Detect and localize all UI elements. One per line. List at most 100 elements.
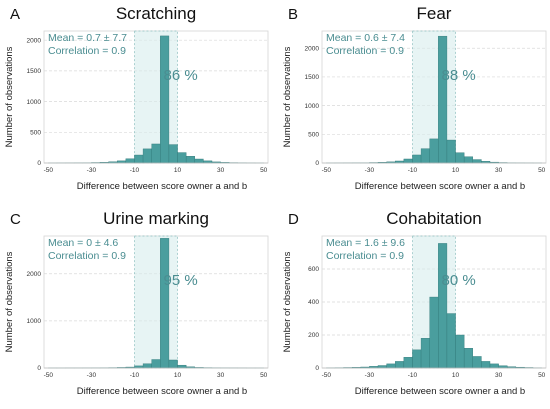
x-tick-label: 30 (217, 167, 225, 174)
y-tick-label: 1000 (27, 99, 42, 106)
panel-b: B Fear 0 500 1000 1500 2000 -50 -30 -10 10 30 50 Diff… (278, 0, 550, 204)
x-tick-label: 50 (538, 372, 546, 379)
histogram-bar (142, 148, 152, 164)
mean-annotation: Mean = 0.6 ± 7.4 (326, 32, 405, 44)
x-axis-label: Difference between score owner a and b (355, 386, 525, 397)
histogram-bar (142, 363, 152, 369)
histogram-bar (125, 158, 135, 164)
y-tick-label: 2000 (305, 45, 320, 52)
x-tick-label: -10 (130, 372, 140, 379)
mean-annotation: Mean = 1.6 ± 9.6 (326, 237, 405, 249)
histogram-bar (194, 158, 204, 164)
x-tick-label: 30 (495, 372, 503, 379)
histogram-bar (160, 238, 170, 369)
panel-letter: D (288, 211, 299, 228)
y-tick-label: 0 (315, 160, 319, 167)
histogram-bar (420, 338, 430, 369)
x-tick-label: 50 (538, 167, 546, 174)
histogram-bar (134, 154, 144, 164)
panel-d: D Cohabitation 0 200 400 600 -50 -30 -10 10 30 50 Di… (278, 205, 550, 409)
histogram-bar (151, 359, 161, 369)
mean-annotation: Mean = 0.7 ± 7.7 (48, 32, 127, 44)
percentage-label: 95 % (164, 272, 198, 289)
chart-title: Cohabitation (386, 209, 481, 228)
histogram-bar (177, 364, 187, 369)
histogram-bar (151, 143, 161, 164)
histogram-bar (412, 154, 422, 164)
y-tick-label: 1500 (305, 74, 320, 81)
chart-title: Scratching (116, 4, 196, 23)
histogram-bar (395, 361, 405, 369)
y-tick-label: 600 (308, 266, 319, 273)
y-axis-label: Number of observations (4, 46, 15, 147)
x-tick-label: -10 (408, 372, 418, 379)
histogram-bar (429, 296, 439, 369)
panel-c: C Urine marking 0 1000 2000 -50 -30 -10 10 30 50 Di… (0, 205, 275, 409)
histogram-bar (463, 347, 473, 369)
histogram-bar (168, 359, 178, 369)
y-tick-label: 2000 (27, 37, 42, 44)
correlation-annotation: Correlation = 0.9 (48, 250, 126, 262)
histogram-bar (438, 35, 448, 164)
chart-title: Urine marking (103, 209, 209, 228)
histogram-bar (463, 156, 473, 164)
y-axis-label: Number of observations (4, 251, 15, 352)
x-tick-label: -50 (322, 167, 332, 174)
chart-title: Fear (417, 4, 452, 23)
mean-annotation: Mean = 0 ± 4.6 (48, 237, 118, 249)
y-tick-label: 500 (30, 130, 41, 137)
y-axis-label: Number of observations (282, 46, 293, 147)
correlation-annotation: Correlation = 0.9 (48, 45, 126, 57)
histogram-bar (403, 158, 413, 164)
histogram-c: C Urine marking 0 1000 2000 -50 -30 -10 10 30 50 Di… (4, 209, 269, 397)
histogram-bar (481, 361, 491, 369)
histogram-b: B Fear 0 500 1000 1500 2000 -50 -30 -10 10 30 50 Diff… (282, 4, 547, 192)
x-tick-label: 50 (260, 372, 268, 379)
agreement-band (134, 235, 178, 369)
x-tick-label: 10 (452, 372, 460, 379)
histogram-d: D Cohabitation 0 200 400 600 -50 -30 -10 10 30 50 Di… (282, 209, 547, 397)
y-axis-label: Number of observations (282, 251, 293, 352)
histogram-bar (446, 139, 456, 164)
x-tick-label: -50 (322, 372, 332, 379)
panel-letter: A (10, 6, 20, 23)
x-tick-label: 10 (174, 372, 182, 379)
x-tick-label: -30 (365, 372, 375, 379)
histogram-bar (472, 159, 482, 164)
x-tick-label: -50 (44, 167, 54, 174)
histogram-bar (455, 152, 465, 164)
histogram-bar (160, 35, 170, 164)
histogram-bar (420, 148, 430, 164)
percentage-label: 88 % (442, 67, 476, 84)
y-tick-label: 0 (315, 365, 319, 372)
y-tick-label: 1000 (305, 103, 320, 110)
histogram-bar (185, 156, 195, 164)
panel-letter: B (288, 6, 298, 23)
x-tick-label: -30 (87, 167, 97, 174)
x-tick-label: -10 (130, 167, 140, 174)
histogram-bar (177, 152, 187, 164)
y-tick-label: 500 (308, 132, 319, 139)
histogram-bar (455, 334, 465, 369)
agreement-band (134, 30, 178, 164)
y-tick-label: 2000 (27, 271, 42, 278)
histogram-bar (386, 363, 396, 369)
percentage-label: 80 % (442, 272, 476, 289)
x-tick-label: 10 (452, 167, 460, 174)
histogram-bar (472, 356, 482, 369)
y-tick-label: 0 (37, 365, 41, 372)
histogram-bar (489, 363, 499, 369)
x-tick-label: -30 (365, 167, 375, 174)
panel-a: A Scratching 0 500 1000 1500 2000 -50 -30 -10 10 30… (0, 0, 275, 204)
y-tick-label: 0 (37, 160, 41, 167)
x-axis-label: Difference between score owner a and b (355, 181, 525, 192)
y-tick-label: 200 (308, 332, 319, 339)
histogram-bar (446, 313, 456, 369)
y-tick-label: 1500 (27, 68, 42, 75)
panel-letter: C (10, 211, 21, 228)
correlation-annotation: Correlation = 0.9 (326, 250, 404, 262)
x-tick-label: 30 (217, 372, 225, 379)
x-axis-label: Difference between score owner a and b (77, 386, 247, 397)
x-tick-label: 10 (174, 167, 182, 174)
histogram-bar (168, 144, 178, 164)
